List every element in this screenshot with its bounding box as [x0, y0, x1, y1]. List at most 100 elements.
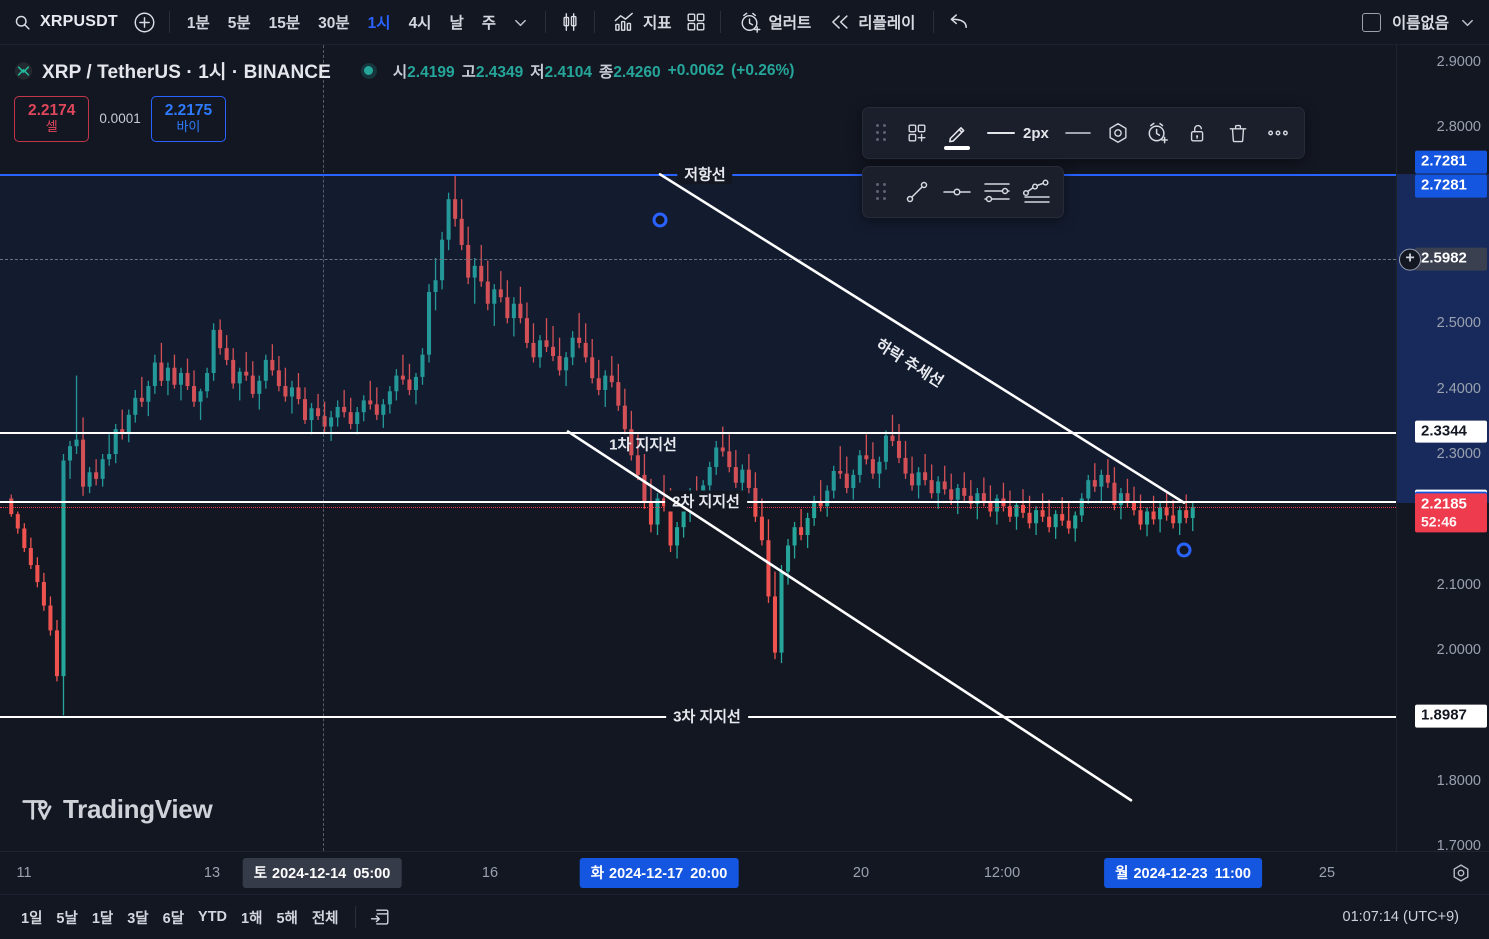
range-1y[interactable]: 1해	[241, 910, 263, 927]
range-3m[interactable]: 3달	[127, 910, 149, 927]
timeframe-4h[interactable]: 4시	[408, 15, 432, 32]
sell-label: 셀	[45, 118, 58, 134]
time-tick: 12:00	[983, 865, 1021, 881]
layout-name-button[interactable]: 이름없음	[1352, 7, 1489, 37]
symbol-label: XRPUSDT	[40, 13, 118, 30]
price-tick: 1.7000	[1436, 838, 1481, 854]
current-color-swatch	[944, 146, 970, 150]
support1-label: 1차 지지선	[609, 436, 677, 454]
range-5y[interactable]: 5해	[276, 910, 298, 927]
color-picker-button[interactable]	[937, 113, 977, 153]
alert-button[interactable]: 얼러트	[730, 6, 821, 39]
parallel-channel-tool[interactable]	[977, 172, 1017, 212]
replay-label: 리플레이	[858, 15, 916, 32]
lock-button[interactable]	[1178, 113, 1218, 153]
settings-hexagon-icon	[1106, 121, 1130, 145]
trendline-anchor-start[interactable]	[652, 212, 668, 228]
drag-grip-icon[interactable]	[873, 120, 889, 146]
last-price-tag[interactable]: 2.2185 52:46	[1415, 493, 1487, 533]
price-tick: 2.5000	[1436, 315, 1481, 332]
layouts-button[interactable]	[681, 7, 711, 37]
timeframe-30m[interactable]: 30분	[318, 15, 350, 32]
pitchfork-tool[interactable]	[1017, 172, 1057, 212]
drawing-alert-button[interactable]	[1138, 113, 1178, 153]
trend-line-icon	[904, 179, 930, 205]
templates-icon	[906, 122, 928, 144]
support3-label: 3차 지지선	[666, 705, 748, 727]
price-axis[interactable]: 1.7000 1.8000 2.0000 2.1000 2.3000 2.4000 2.50…	[1396, 45, 1489, 854]
support3-price-tag[interactable]: 1.8987	[1415, 704, 1487, 728]
chevron-down-icon	[513, 15, 528, 30]
pencil-color-icon	[946, 122, 969, 145]
timeframe-15m[interactable]: 15분	[268, 15, 301, 32]
timeframe-1d[interactable]: 날	[449, 15, 464, 32]
tradingview-watermark: TradingView	[22, 794, 213, 825]
time-tag-crosshair[interactable]: 토 2024-12-14 05:00	[242, 858, 402, 888]
drawing-toolbar-tools[interactable]	[862, 166, 1064, 218]
timezone-settings-button[interactable]	[1450, 862, 1472, 884]
trendline-anchor-end[interactable]	[1176, 542, 1192, 558]
resistance-label: 저항선	[677, 163, 733, 185]
timeframe-1w[interactable]: 주	[481, 15, 496, 32]
undo-arrow-icon	[947, 11, 970, 34]
timeframe-1m[interactable]: 1분	[186, 15, 210, 32]
horizontal-line-tool[interactable]	[937, 172, 977, 212]
top-toolbar: XRPUSDT 1분 5분 15분 30분 1시 4시 날 주	[0, 0, 1489, 45]
line-width-button[interactable]: 2px	[977, 113, 1058, 153]
replay-button[interactable]: 리플레이	[820, 6, 924, 38]
add-alert-button[interactable]: +	[1399, 248, 1421, 271]
price-tick: 1.8000	[1436, 772, 1481, 789]
layout-grid-icon	[685, 11, 707, 33]
sell-button[interactable]: 2.2174 셀	[14, 96, 90, 142]
add-symbol-button[interactable]	[130, 7, 160, 37]
timeframe-5m[interactable]: 5분	[227, 15, 251, 32]
crosshair-price-tag[interactable]: 2.5982 +	[1399, 247, 1487, 271]
undo-button[interactable]	[943, 7, 973, 37]
drawing-toolbar-main[interactable]: 2px	[862, 107, 1305, 159]
support1-line[interactable]	[0, 431, 1396, 434]
horizontal-line-icon	[942, 182, 972, 202]
more-options-button[interactable]	[1258, 113, 1298, 153]
templates-button[interactable]	[897, 113, 937, 153]
tradingview-brand-label: TradingView	[63, 794, 213, 824]
calendar-range-icon	[369, 906, 391, 928]
alert-label: 얼러트	[768, 15, 812, 32]
indicators-label: 지표	[642, 15, 672, 32]
resistance-price-tag-1[interactable]: 2.7281	[1415, 150, 1487, 174]
price-pane[interactable]: 저항선 1차 지지선 2차 지지선 3차 지지선 하락 추세선 ⚡	[0, 45, 1396, 851]
drag-grip-icon[interactable]	[873, 179, 889, 205]
crosshair-vertical-line	[323, 45, 324, 851]
range-1m[interactable]: 1달	[91, 910, 114, 927]
line-style-icon	[1064, 127, 1092, 139]
support1-price-tag[interactable]: 2.3344	[1415, 420, 1487, 443]
time-tag-selected-2[interactable]: 월 2024-12-23 11:00	[1104, 858, 1262, 888]
line-style-button[interactable]	[1058, 113, 1098, 153]
range-all[interactable]: 전체	[311, 910, 339, 927]
trend-line-tool[interactable]	[897, 172, 937, 212]
delete-button[interactable]	[1218, 113, 1258, 153]
range-ytd[interactable]: YTD	[198, 909, 228, 925]
range-5d[interactable]: 5날	[56, 910, 78, 927]
alarm-clock-plus-icon	[739, 11, 762, 34]
settings-button[interactable]	[1098, 113, 1138, 153]
layout-name-label: 이름없음	[1391, 15, 1449, 32]
time-axis[interactable]: 11 13 16 20 12:00 25 토 2024-12-14 05:00 화 2024-12-…	[0, 851, 1489, 894]
indicators-button[interactable]: 지표	[604, 6, 681, 39]
time-tick: 20	[852, 865, 870, 881]
range-1d[interactable]: 1일	[21, 910, 43, 927]
chart-type-button[interactable]	[555, 7, 585, 37]
rewind-icon	[829, 11, 851, 33]
time-tick: 13	[203, 865, 221, 881]
symbol-search-button[interactable]: XRPUSDT	[0, 0, 130, 45]
range-6m[interactable]: 6달	[162, 910, 185, 927]
go-to-date-button[interactable]	[365, 902, 395, 932]
time-tag-selected-1[interactable]: 화 2024-12-17 20:00	[579, 858, 739, 888]
bottom-bar: 1일 5날 1달 3달 6달 YTD 1해 5해 전체 01:07:14 (UT…	[0, 894, 1489, 939]
price-axis-selection-band	[1397, 174, 1489, 503]
buy-button[interactable]: 2.2175 바이	[150, 96, 227, 142]
timeframe-1h[interactable]: 1시	[367, 15, 391, 32]
spread-value: 0.0001	[99, 111, 141, 127]
timeframe-more-button[interactable]	[506, 7, 536, 37]
crosshair-horizontal-line	[0, 259, 1396, 261]
resistance-price-tag-2[interactable]: 2.7281	[1415, 174, 1487, 198]
